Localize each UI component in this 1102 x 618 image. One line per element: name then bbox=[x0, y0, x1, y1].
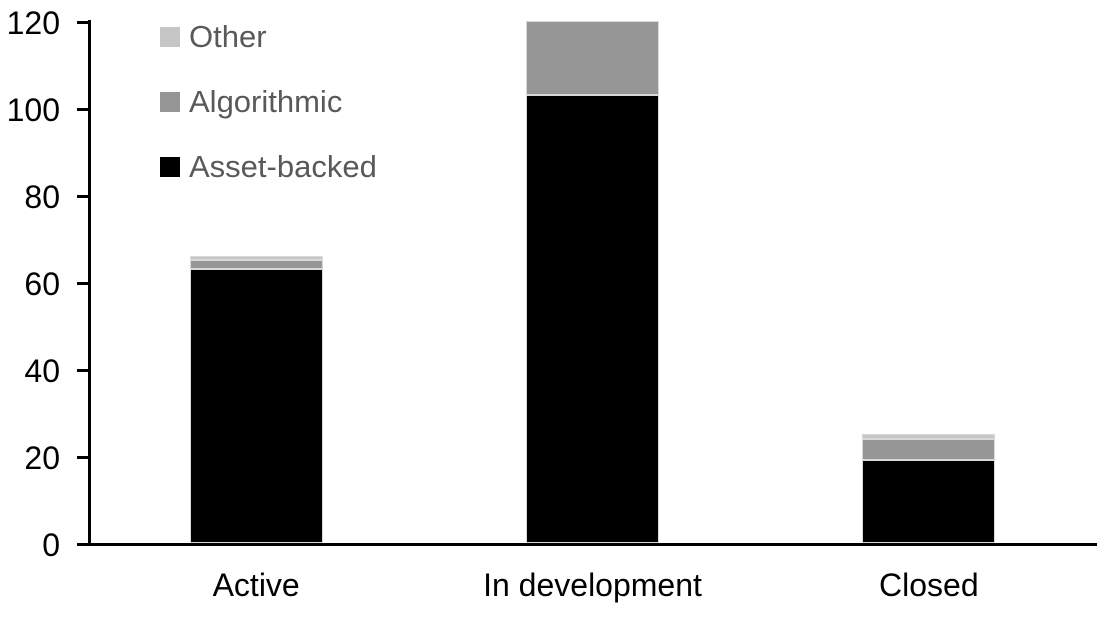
y-tick-label-0: 0 bbox=[42, 526, 60, 563]
legend-label-other: Other bbox=[189, 19, 267, 54]
bar-segment-algorithmic-active bbox=[189, 260, 323, 269]
bar-segment-asset-backed-closed bbox=[862, 460, 996, 543]
bar-segment-algorithmic-in-development bbox=[526, 21, 659, 95]
y-tick-mark-80 bbox=[77, 195, 88, 198]
y-tick-mark-120 bbox=[77, 21, 88, 24]
legend-label-asset-backed: Asset-backed bbox=[189, 149, 377, 184]
bar-segment-other-active bbox=[189, 255, 323, 261]
y-tick-label-100: 100 bbox=[6, 91, 60, 128]
y-tick-label-40: 40 bbox=[24, 352, 60, 389]
y-tick-mark-40 bbox=[77, 369, 88, 372]
y-tick-label-20: 20 bbox=[24, 439, 60, 476]
legend-swatch-asset-backed bbox=[160, 157, 180, 177]
bar-segment-asset-backed-active bbox=[189, 268, 323, 543]
y-tick-mark-20 bbox=[77, 456, 88, 459]
x-axis-line bbox=[77, 543, 1097, 546]
y-axis-line bbox=[88, 20, 91, 546]
bar-segment-algorithmic-closed bbox=[862, 438, 996, 461]
y-tick-mark-60 bbox=[77, 282, 88, 285]
legend-item-algorithmic: Algorithmic bbox=[160, 82, 342, 122]
legend-item-asset-backed: Asset-backed bbox=[160, 147, 377, 187]
y-tick-label-120: 120 bbox=[6, 4, 60, 41]
bar-segment-other-closed bbox=[862, 434, 996, 439]
legend-swatch-algorithmic bbox=[160, 92, 180, 112]
y-tick-label-80: 80 bbox=[24, 178, 60, 215]
bar-segment-asset-backed-in-development bbox=[526, 94, 659, 543]
y-tick-mark-100 bbox=[77, 108, 88, 111]
x-category-label-in-development: In development bbox=[483, 567, 702, 603]
x-category-label-active: Active bbox=[212, 567, 300, 603]
legend-swatch-other bbox=[160, 27, 180, 47]
legend-label-algorithmic: Algorithmic bbox=[189, 84, 343, 119]
legend-item-other: Other bbox=[160, 17, 267, 57]
y-tick-label-60: 60 bbox=[24, 265, 60, 302]
x-category-label-closed: Closed bbox=[879, 567, 979, 603]
